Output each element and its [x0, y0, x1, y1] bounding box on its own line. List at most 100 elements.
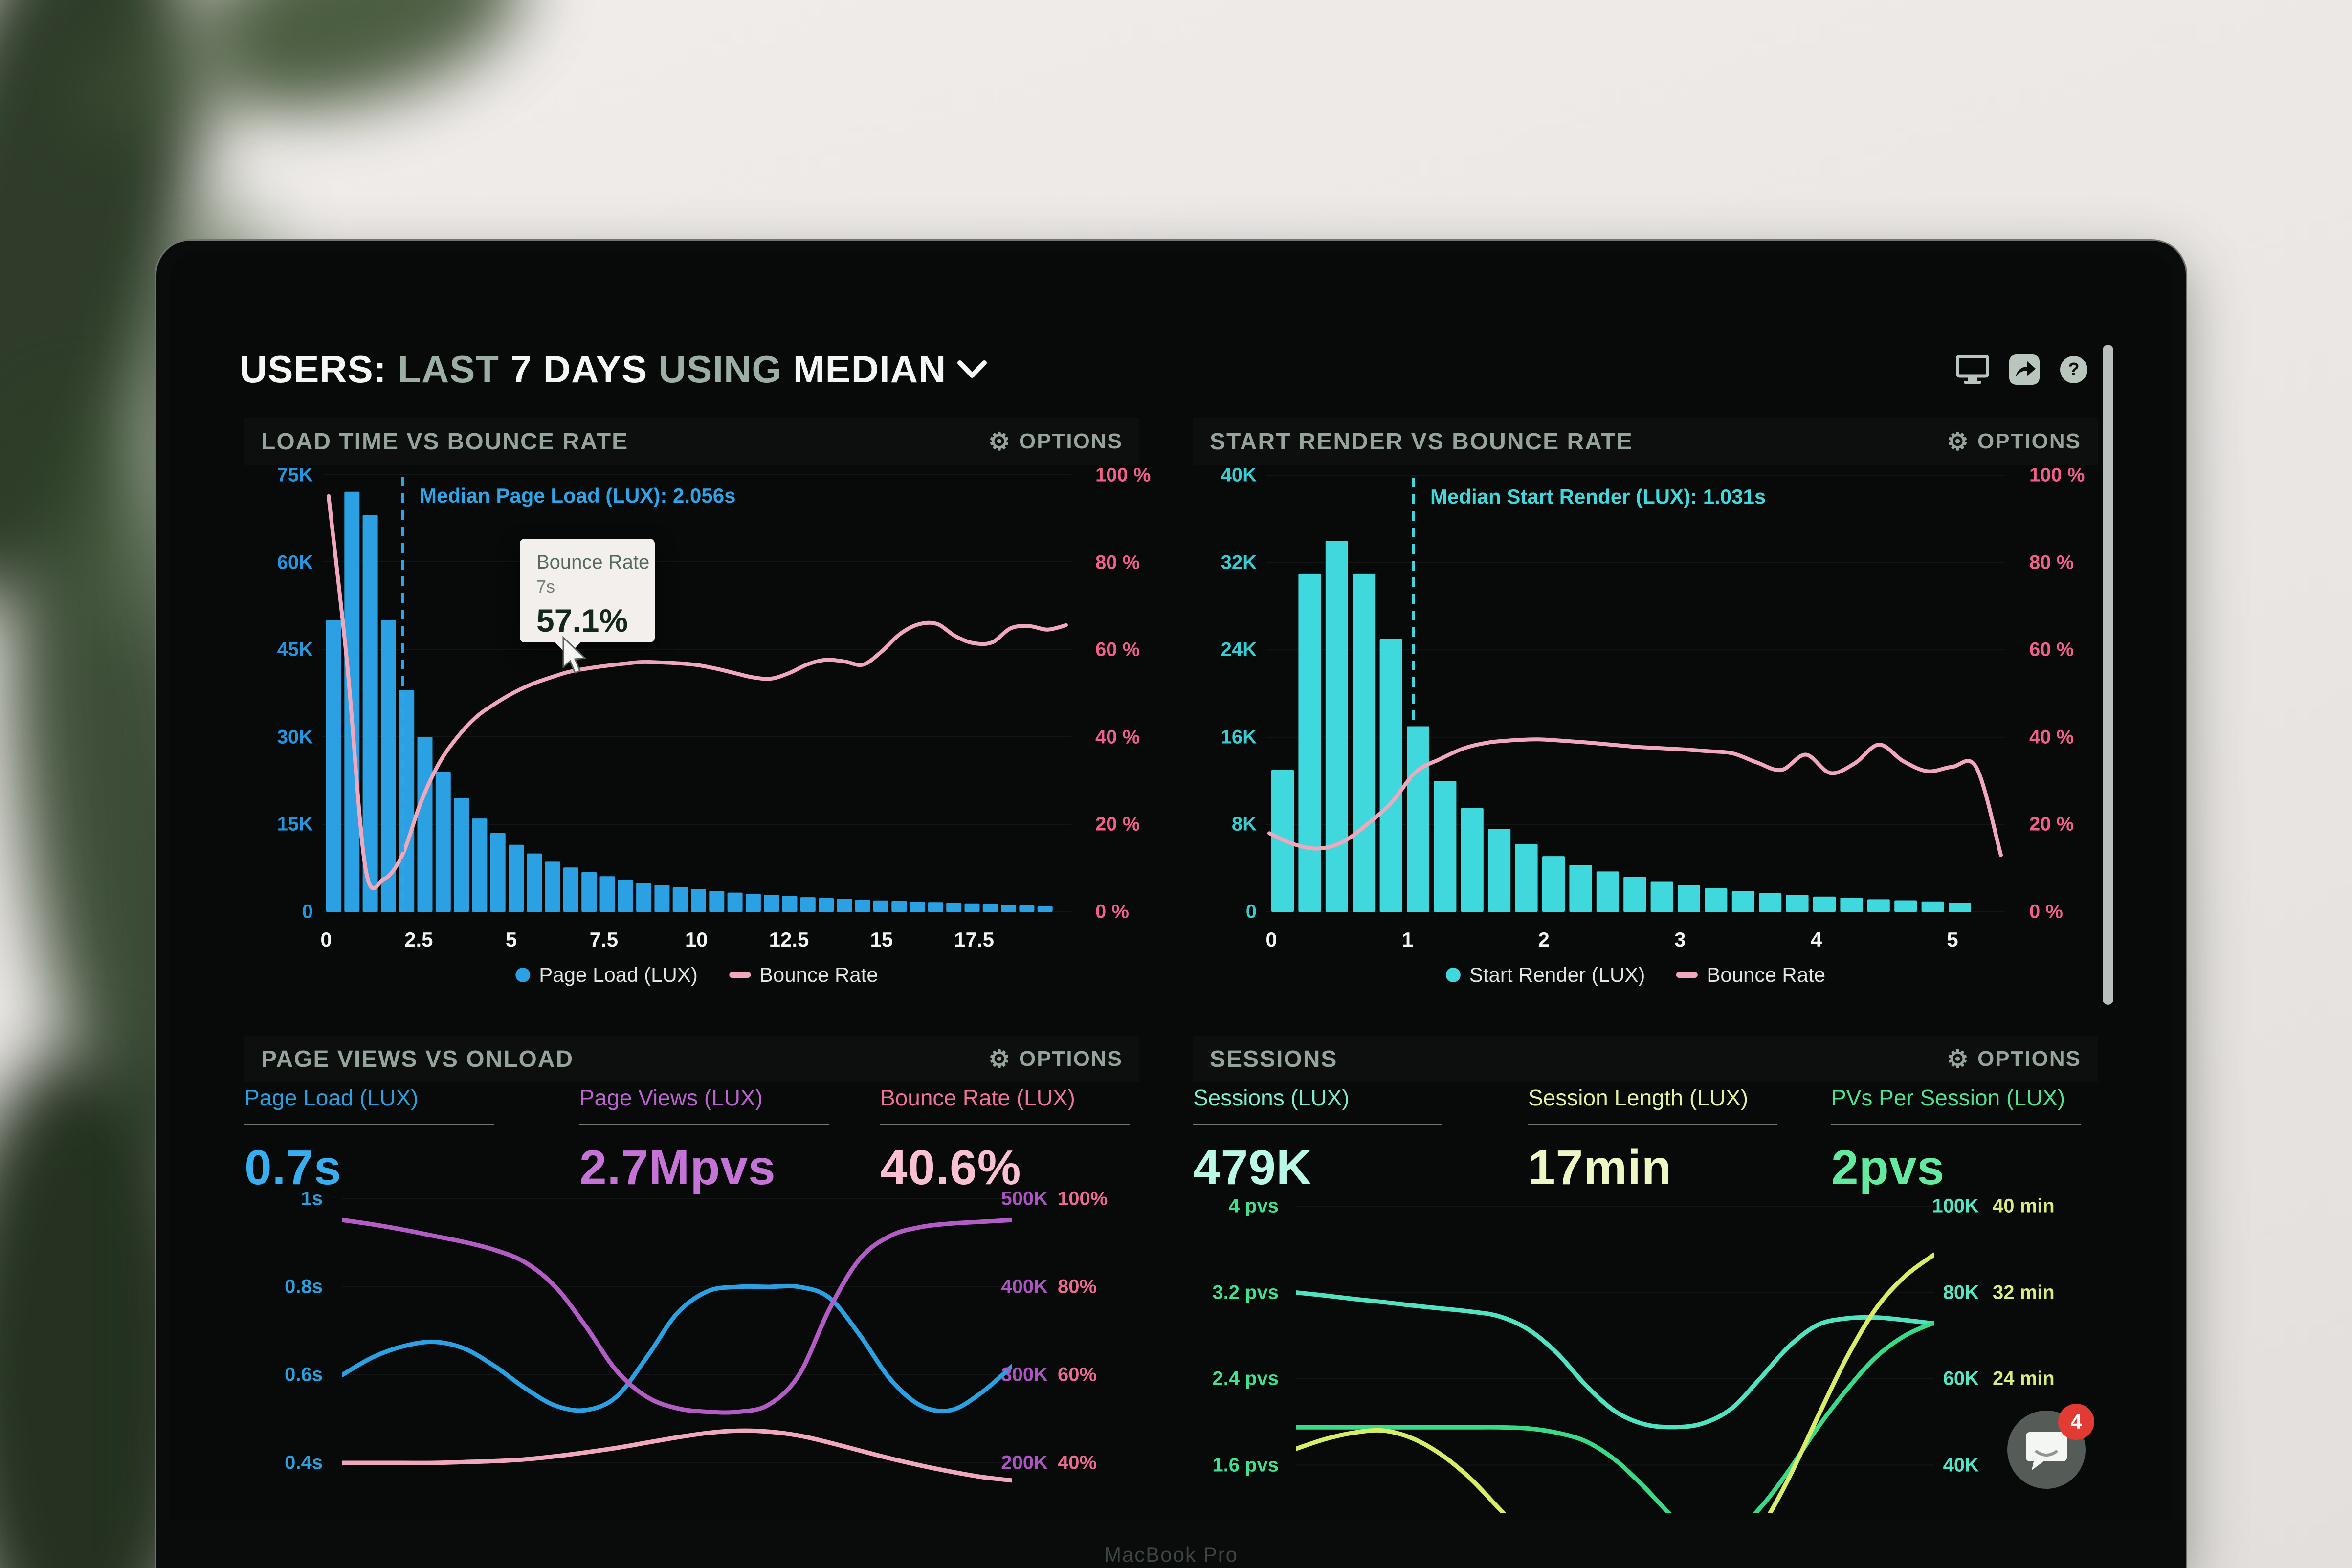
axis-tick-label: 15K: [277, 813, 313, 835]
monitor-icon[interactable]: [1956, 355, 1989, 384]
metric-pvs-per-session: PVs Per Session (LUX) 2pvs: [1831, 1084, 2105, 1196]
axis-tick-label: 40%: [1058, 1452, 1097, 1474]
tooltip-title: Bounce Rate: [536, 552, 650, 573]
legend-item[interactable]: Bounce Rate: [729, 963, 878, 987]
panel-title: LOAD TIME VS BOUNCE RATE: [261, 428, 629, 455]
axis-tick-label: 32 min: [1993, 1281, 2055, 1303]
axis-tick-label: 80 %: [1095, 552, 1140, 574]
median-marker-start-render: [1412, 478, 1415, 912]
metric-underline: [244, 1124, 494, 1125]
legend-label: Bounce Rate: [759, 963, 878, 986]
axis-tick-label: 1s: [301, 1188, 323, 1210]
legend-start-render: Start Render (LUX) Bounce Rate: [1445, 963, 1825, 987]
axis-tick-label: 80%: [1058, 1276, 1097, 1298]
panel-header-page-views: PAGE VIEWS VS ONLOAD ⚙ OPTIONS: [244, 1036, 1139, 1082]
axis-tick-label: 7.5: [589, 928, 619, 951]
page-views-onload-chart[interactable]: [340, 1169, 1015, 1513]
load-time-chart[interactable]: [323, 474, 1071, 912]
axis-tick-label: 300K: [1001, 1364, 1048, 1386]
axis-tick-label: 100 %: [1095, 464, 1151, 486]
axis-tick-label: 100%: [1058, 1188, 1108, 1210]
axis-tick-label: 0: [302, 901, 313, 923]
axis-tick-label: 10: [685, 928, 708, 951]
start-render-chart[interactable]: [1266, 475, 2005, 912]
axis-tick-label: 0 %: [2029, 901, 2063, 923]
legend-swatch: [729, 972, 751, 978]
chat-launcher[interactable]: 4: [2007, 1404, 2094, 1489]
axis-tick-label: 24 min: [1993, 1368, 2055, 1390]
metric-bounce-rate: Bounce Rate (LUX) 40.6%: [880, 1084, 1154, 1196]
metric-session-length: Session Length (LUX) 17min: [1528, 1084, 1802, 1196]
axis-tick-label: 0: [1265, 928, 1277, 951]
axis-tick-label: 32K: [1220, 552, 1257, 574]
axis-tick-label: 3.2 pvs: [1212, 1281, 1279, 1303]
chat-bubble-icon: [2026, 1432, 2067, 1470]
axis-tick-label: 4: [1810, 928, 1822, 951]
share-icon[interactable]: [2009, 354, 2040, 385]
dashboard-screen: USERS: LAST 7 DAYS USING MEDIAN ?: [170, 253, 2172, 1521]
axis-tick-label: 24K: [1220, 639, 1257, 661]
axis-tick-label: 1.6 pvs: [1212, 1454, 1279, 1476]
axis-tick-label: 80K: [1943, 1281, 1979, 1303]
median-annotation: Median Page Load (LUX): 2.056s: [420, 484, 736, 507]
legend-item[interactable]: Start Render (LUX): [1445, 963, 1645, 987]
title-segment: LAST: [398, 348, 510, 391]
axis-tick-label: 60K: [277, 552, 313, 574]
series-PVs Per Session (LUX): [1293, 1320, 1936, 1521]
metric-underline: [1528, 1124, 1777, 1125]
axis-tick-label: 20 %: [2029, 813, 2074, 835]
axis-tick-label: 75K: [277, 464, 313, 486]
dashboard-title-dropdown[interactable]: USERS: LAST 7 DAYS USING MEDIAN: [240, 347, 987, 392]
gear-icon: ⚙: [1947, 428, 1970, 455]
title-segment: MEDIAN: [793, 348, 947, 391]
options-button-load-time[interactable]: ⚙ OPTIONS: [988, 428, 1123, 455]
chart-tooltip: Bounce Rate 7s 57.1%: [520, 539, 655, 642]
svg-text:?: ?: [2068, 359, 2079, 380]
laptop-brand-text: MacBook Pro: [1104, 1543, 1239, 1566]
axis-tick-label: 2: [1538, 928, 1550, 951]
legend-swatch: [515, 968, 531, 982]
scrollbar[interactable]: [2103, 345, 2113, 1005]
options-button-page-views[interactable]: ⚙ OPTIONS: [988, 1045, 1123, 1073]
gear-icon: ⚙: [1947, 1045, 1970, 1073]
legend-item[interactable]: Page Load (LUX): [515, 963, 698, 987]
options-button-sessions[interactable]: ⚙ OPTIONS: [1947, 1045, 2081, 1073]
axis-tick-label: 2.4 pvs: [1212, 1368, 1279, 1390]
load_time-bars: [326, 491, 1053, 912]
legend-swatch: [1445, 968, 1461, 982]
axis-tick-label: 40 min: [1993, 1195, 2055, 1217]
title-segment: USING: [659, 348, 793, 391]
sessions-chart[interactable]: [1293, 1169, 1936, 1521]
axis-tick-label: 8K: [1231, 813, 1257, 835]
panel-title: SESSIONS: [1210, 1046, 1338, 1072]
load_time-bounce-line: [327, 494, 1068, 890]
metric-sessions: Sessions (LUX) 479K: [1193, 1084, 1467, 1196]
panel-title: START RENDER VS BOUNCE RATE: [1210, 428, 1633, 455]
series-Session Length (LUX): [1293, 1252, 1936, 1521]
series-Page Load (LUX): [340, 1283, 1015, 1413]
panel-header-sessions: SESSIONS ⚙ OPTIONS: [1193, 1036, 2098, 1082]
legend-swatch: [1676, 972, 1698, 978]
title-segment: 7 DAYS: [510, 348, 659, 391]
metric-underline: [880, 1124, 1130, 1125]
help-icon[interactable]: ?: [2060, 355, 2088, 384]
legend-item[interactable]: Bounce Rate: [1676, 963, 1825, 987]
axis-tick-label: 5: [505, 928, 517, 951]
options-button-start-render[interactable]: ⚙ OPTIONS: [1947, 428, 2081, 455]
axis-tick-label: 80 %: [2029, 552, 2074, 574]
axis-tick-label: 100K: [1932, 1195, 1979, 1217]
axis-tick-label: 60%: [1058, 1364, 1097, 1386]
axis-tick-label: 30K: [277, 726, 313, 748]
median-annotation: Median Start Render (LUX): 1.031s: [1430, 485, 1766, 508]
gear-icon: ⚙: [988, 428, 1011, 455]
chevron-down-icon: [957, 360, 987, 378]
legend-load-time: Page Load (LUX) Bounce Rate: [515, 963, 878, 987]
axis-tick-label: 0.8s: [285, 1276, 323, 1298]
axis-tick-label: 60 %: [2029, 639, 2074, 661]
axis-tick-label: 0 %: [1095, 901, 1129, 923]
axis-tick-label: 40 %: [2029, 726, 2074, 748]
mouse-cursor: [562, 636, 587, 674]
axis-tick-label: 1: [1401, 928, 1414, 951]
axis-tick-label: 2.5: [404, 928, 433, 951]
